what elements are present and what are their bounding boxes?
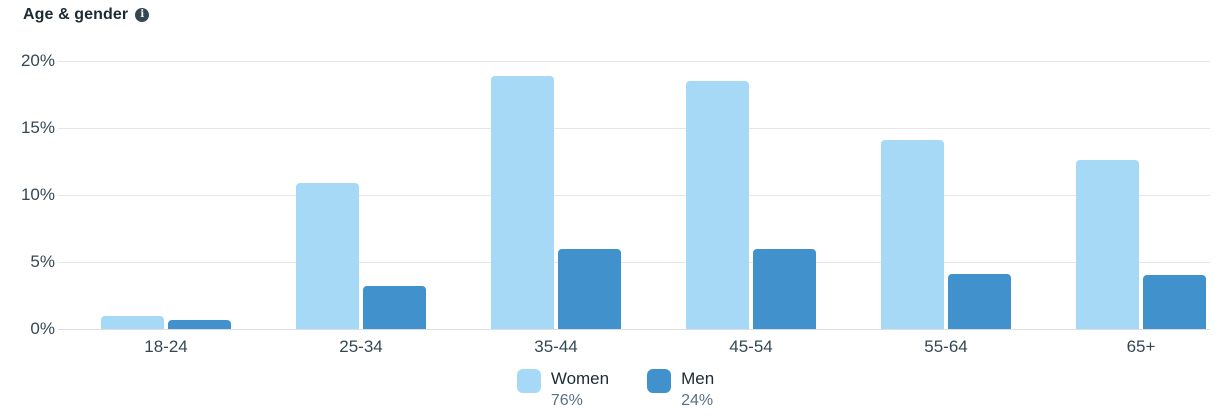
- bar-women-25-34[interactable]: [296, 183, 359, 329]
- x-axis-label-18-24: 18-24: [144, 337, 188, 356]
- men-color-swatch: [647, 369, 672, 393]
- y-axis-tick-20%: 20%: [20, 51, 55, 70]
- gridline-15%: [58, 128, 1210, 129]
- bar-men-55-64[interactable]: [948, 274, 1011, 329]
- bar-men-45-54[interactable]: [753, 249, 816, 329]
- bar-group-55-64: [849, 61, 1044, 329]
- gridline-20%: [58, 61, 1210, 62]
- x-axis-label-45-54: 45-54: [729, 337, 773, 356]
- x-axis-label-65+: 65+: [1126, 337, 1156, 356]
- y-axis-tick-10%: 10%: [20, 185, 55, 204]
- gridline-5%: [58, 262, 1210, 263]
- gridline-0%: [58, 329, 1210, 330]
- bar-women-18-24[interactable]: [101, 316, 164, 329]
- bar-group-18-24: [69, 61, 264, 329]
- legend-percent-women: 76%: [550, 392, 583, 409]
- gridline-10%: [58, 195, 1210, 196]
- y-axis-tick-15%: 15%: [20, 118, 55, 137]
- legend-label-women: Women: [550, 369, 610, 388]
- legend-percent-men: 24%: [681, 392, 714, 409]
- legend-item-men: Men 24%: [647, 369, 714, 411]
- bar-men-65+[interactable]: [1143, 275, 1206, 329]
- bar-men-35-44[interactable]: [558, 249, 621, 329]
- x-axis-label-55-64: 55-64: [924, 337, 968, 356]
- bar-group-35-44: [459, 61, 654, 329]
- chart-title: Age & gender: [23, 6, 129, 23]
- x-axis-label-35-44: 35-44: [534, 337, 578, 356]
- bar-men-25-34[interactable]: [363, 286, 426, 329]
- legend-item-women: Women 76%: [516, 369, 610, 411]
- y-axis-tick-5%: 5%: [30, 252, 55, 271]
- info-icon[interactable]: i: [135, 8, 150, 22]
- women-color-swatch: [516, 369, 541, 393]
- chart-header: Age & gender i: [23, 6, 150, 24]
- bar-men-18-24[interactable]: [168, 320, 231, 329]
- bar-group-65+: [1044, 61, 1231, 329]
- bar-group-25-34: [264, 61, 459, 329]
- bar-group-45-54: [654, 61, 849, 329]
- bar-women-65+[interactable]: [1076, 160, 1139, 329]
- bar-women-35-44[interactable]: [491, 76, 554, 329]
- bar-women-45-54[interactable]: [686, 81, 749, 329]
- y-axis-tick-0%: 0%: [30, 319, 55, 338]
- bar-women-55-64[interactable]: [881, 140, 944, 329]
- legend-label-men: Men: [681, 369, 715, 388]
- chart-legend: Women 76% Men 24%: [0, 369, 1231, 411]
- x-axis-label-25-34: 25-34: [339, 337, 383, 356]
